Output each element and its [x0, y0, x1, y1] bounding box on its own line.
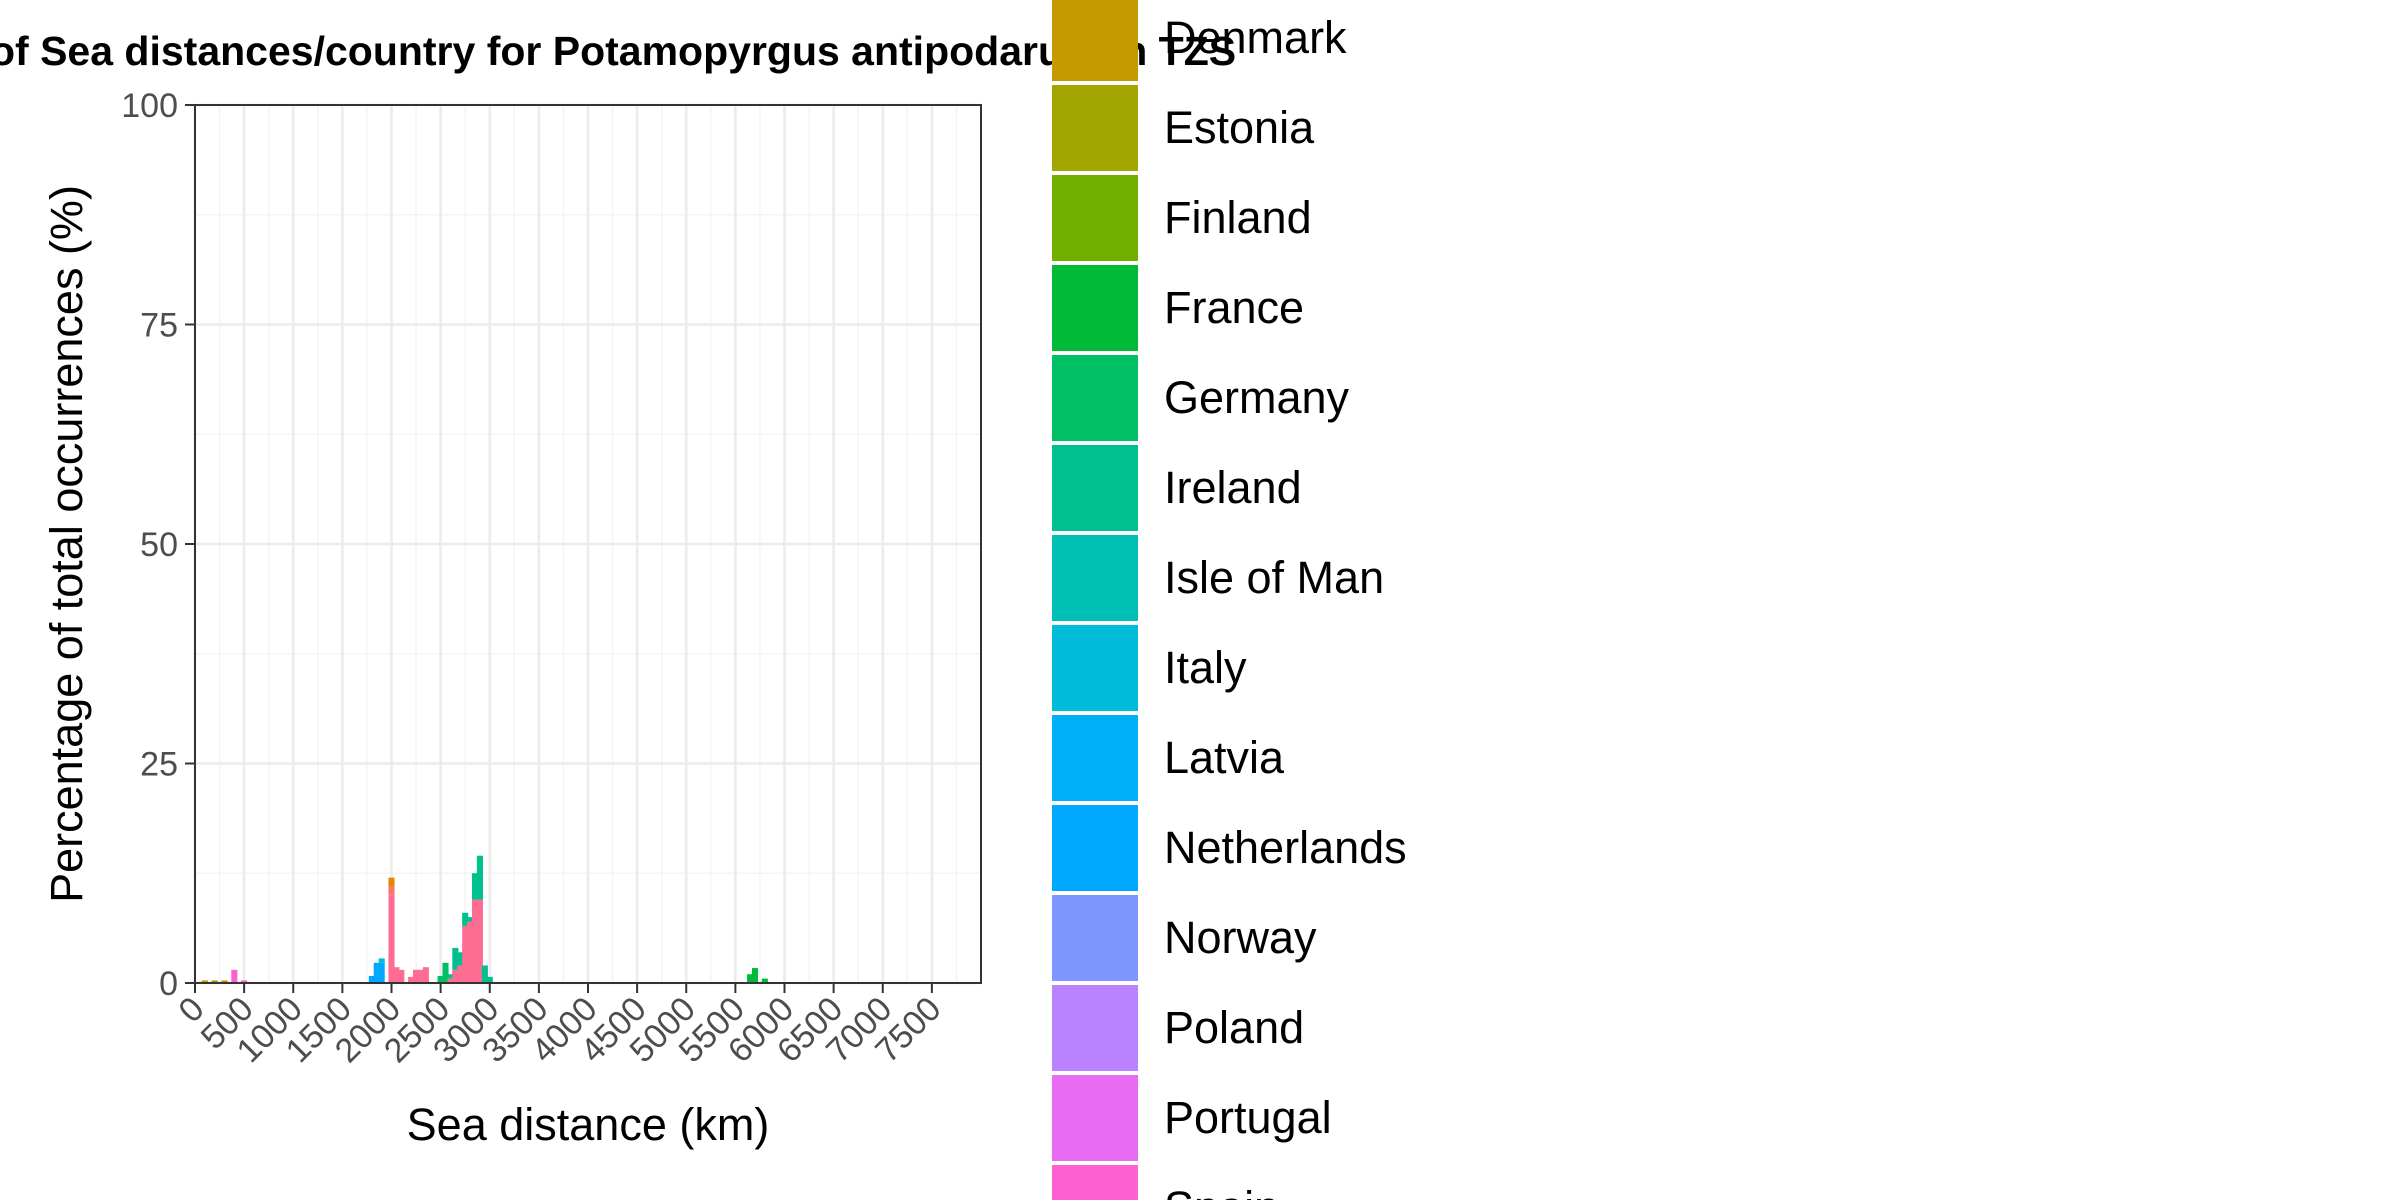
bar-segment — [471, 873, 479, 900]
bar-segment — [452, 969, 459, 983]
x-axis-label: Sea distance (km) — [407, 1099, 770, 1150]
bar-segment — [447, 974, 454, 979]
bar-segment — [462, 925, 469, 983]
bar-segment — [447, 978, 454, 983]
legend-key — [1052, 985, 1138, 1071]
bar-segment — [241, 980, 248, 983]
bar-segment — [471, 899, 479, 983]
x-axis: 0500100015002000250030003500400045005000… — [171, 983, 949, 1070]
bar-segment — [378, 958, 385, 963]
legend-label: Ireland — [1164, 462, 1302, 513]
legend-key — [1052, 1075, 1138, 1161]
chart-title: of Sea distances/country for Potamopyrgu… — [0, 28, 2400, 78]
bar-segment — [388, 895, 395, 983]
y-tick-label: 0 — [159, 965, 178, 1003]
bar-segment — [457, 965, 464, 983]
bar-segment — [761, 978, 768, 983]
legend-label: Spain — [1164, 1182, 1279, 1200]
y-tick-label: 100 — [121, 87, 178, 125]
legend-key — [1052, 895, 1138, 981]
y-tick-label: 25 — [140, 746, 178, 784]
bar-segment — [476, 899, 483, 983]
bar-segment — [422, 967, 429, 983]
legend-label: Isle of Man — [1164, 552, 1384, 603]
bar-segment — [437, 975, 444, 983]
bar-segment — [452, 947, 459, 970]
bar-segment — [467, 921, 474, 983]
bar-segment — [221, 980, 228, 983]
bar-segment — [457, 952, 464, 966]
y-axis: 0 25 50 75 100 — [121, 87, 195, 1003]
y-tick-label: 75 — [140, 307, 178, 345]
legend-label: Norway — [1164, 912, 1317, 963]
bar-segment — [476, 855, 483, 900]
bar-segment — [413, 969, 420, 983]
legend-key — [1052, 265, 1138, 351]
legend-label: Poland — [1164, 1002, 1304, 1053]
bar-segment — [417, 969, 425, 983]
bar-segment — [393, 967, 400, 983]
bar-segment — [481, 965, 488, 983]
legend-label: Italy — [1164, 642, 1247, 693]
bar-segment — [231, 969, 238, 983]
bar-segment — [388, 877, 395, 887]
legend-key — [1052, 355, 1138, 441]
bar-segment — [398, 969, 405, 983]
bar-segment — [368, 975, 375, 983]
legend-label: France — [1164, 282, 1304, 333]
bar-segment — [462, 912, 469, 926]
bar-segment — [201, 980, 208, 983]
y-axis-label: Percentage of total occurrences (%) — [41, 185, 92, 903]
bar-segment — [408, 976, 415, 983]
legend: Denmark Estonia Finland France Germany Irelan… — [1052, 0, 1407, 1200]
legend-key — [1052, 625, 1138, 711]
legend-key — [1052, 1165, 1138, 1200]
bar-segment — [751, 968, 759, 983]
legend-key — [1052, 175, 1138, 261]
legend-key — [1052, 0, 1138, 81]
legend-key — [1052, 85, 1138, 171]
bars — [201, 855, 768, 983]
legend-label: Denmark — [1164, 12, 1347, 63]
legend-label: Latvia — [1164, 732, 1285, 783]
legend-label: Germany — [1164, 372, 1350, 423]
bar-segment — [442, 962, 449, 983]
bar-segment — [373, 962, 380, 983]
legend-label: Finland — [1164, 192, 1312, 243]
legend-key — [1052, 445, 1138, 531]
legend-label: Netherlands — [1164, 822, 1407, 873]
bar-segment — [378, 962, 385, 983]
bar-segment — [467, 917, 474, 922]
y-tick-label: 50 — [140, 526, 178, 564]
chart-title-text: of Sea distances/country for Potamopyrgu… — [0, 28, 1237, 74]
bar-segment — [211, 980, 218, 983]
legend-key — [1052, 715, 1138, 801]
legend-label: Estonia — [1164, 102, 1315, 153]
bar-segment — [486, 976, 493, 983]
legend-label: Portugal — [1164, 1092, 1332, 1143]
legend-key — [1052, 535, 1138, 621]
legend-key — [1052, 805, 1138, 891]
bar-segment — [747, 974, 754, 983]
bar-segment — [388, 886, 395, 896]
